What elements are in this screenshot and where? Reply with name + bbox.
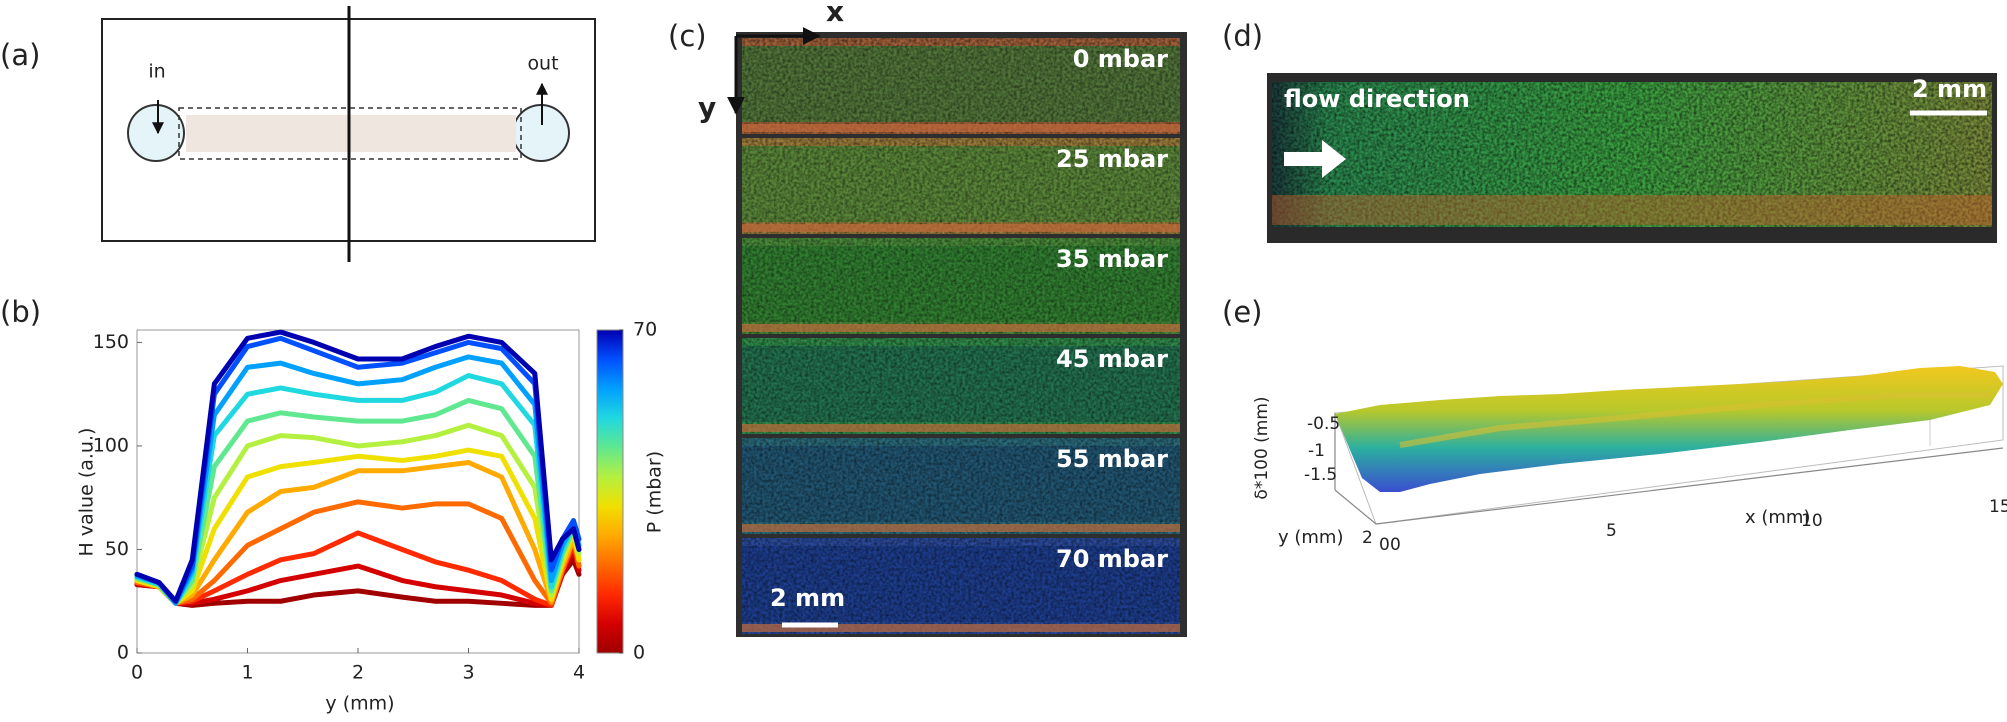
axis-label: y — [698, 91, 716, 124]
panel-label: (d) — [1222, 19, 1263, 53]
z-tick-label: -1.5 — [1304, 465, 1337, 485]
colorbar-label: P (mbar) — [644, 451, 666, 533]
photo-grain — [742, 538, 1180, 634]
photo-edge — [742, 624, 1180, 632]
x-tick-label: 5 — [1606, 521, 1617, 541]
y-axis-label: H value (a.u.) — [76, 428, 98, 557]
x-tick-label: 15 — [1989, 497, 2007, 517]
x-tick-label: 4 — [573, 662, 585, 684]
y-tick-label: 50 — [105, 538, 129, 560]
photo-grain — [742, 138, 1180, 234]
y-tick-label: 150 — [93, 331, 129, 353]
photo-edge — [742, 124, 1180, 132]
x-tick-label: 1 — [241, 662, 253, 684]
colorbar-tick-label: 70 — [633, 319, 657, 341]
flow-photo: flow direction 2 mm — [1267, 73, 1997, 243]
z-axis-label: δ*100 (mm) — [1252, 396, 1272, 499]
x-tick-label: 3 — [462, 662, 474, 684]
inlet-label: in — [148, 61, 165, 83]
pressure-label: 35 mbar — [1056, 245, 1168, 273]
panel-label: (b) — [0, 295, 41, 329]
photo-edge — [742, 324, 1180, 332]
y-axis-label: y (mm) — [1278, 527, 1344, 548]
x-axis-label: x (mm) — [1745, 507, 1811, 528]
y-tick-label: 0 — [117, 642, 129, 664]
panel-label: (e) — [1222, 295, 1262, 329]
z-tick-label: -0.5 — [1307, 414, 1340, 434]
y-tick-label: 100 — [93, 434, 129, 456]
scale-bar-label: 2 mm — [1912, 75, 1987, 103]
photo-edge — [742, 224, 1180, 232]
x-tick-label: 0 — [1390, 535, 1401, 555]
photo-grain — [742, 438, 1180, 534]
photo-grain — [742, 338, 1180, 434]
z-tick-label: -1 — [1308, 441, 1325, 461]
line-chart: y (mm) H value (a.u.) P (mbar) 0 1 2 3 4 0 50 1… — [76, 319, 666, 715]
pressure-label: 55 mbar — [1056, 445, 1168, 473]
photo-grain — [742, 38, 1180, 134]
colorbar — [596, 329, 624, 654]
axis-label: x — [826, 0, 844, 28]
surface-plot: δ*100 (mm) x (mm) y (mm) -0.5 -1 -1.5 0 5 10 1… — [1252, 365, 2007, 555]
x-tick-label: 2 — [352, 662, 364, 684]
pressure-label: 25 mbar — [1056, 145, 1168, 173]
y-tick-label: 2 — [1362, 528, 1373, 548]
pressure-label: 70 mbar — [1056, 545, 1168, 573]
x-axis-label: y (mm) — [325, 693, 394, 715]
outlet-label: out — [527, 53, 558, 75]
panel-label: (a) — [0, 38, 40, 72]
pressure-label: 45 mbar — [1056, 345, 1168, 373]
photo-edge — [742, 524, 1180, 532]
x-tick-label: 0 — [131, 662, 143, 684]
colorbar-tick-label: 0 — [633, 642, 645, 664]
y-tick-label: 0 — [1379, 535, 1390, 555]
scale-bar-label: 2 mm — [770, 584, 845, 612]
photo-grain — [742, 238, 1180, 334]
photo-edge — [742, 424, 1180, 432]
panel-label: (c) — [668, 19, 707, 53]
x-tick-label: 10 — [1801, 511, 1823, 531]
annotation: flow direction — [1284, 85, 1470, 113]
data-line — [134, 329, 582, 604]
photo-stack: 0 mbar 25 mbar 35 mbar 45 mbar 55 mbar 70 mba… — [698, 0, 1187, 637]
pressure-label: 0 mbar — [1073, 45, 1168, 73]
schematic: in out — [101, 6, 596, 262]
